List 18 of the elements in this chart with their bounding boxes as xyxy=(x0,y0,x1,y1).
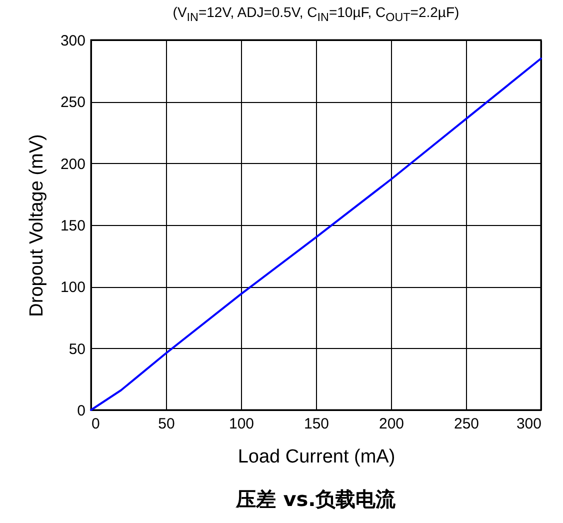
y-tick-label: 50 xyxy=(68,340,86,358)
x-tick-label: 0 xyxy=(92,416,100,432)
x-tick-label: 200 xyxy=(378,416,404,432)
x-tick-label: 50 xyxy=(158,416,175,432)
chart-subtitle: (V$_{IN}$=12V, ADJ=0.5V, C$_{IN}$=10µF, C$_{OUT}$=2.2µF) xyxy=(172,4,460,24)
x-tick-label: 100 xyxy=(228,416,254,432)
y-tick-label: 250 xyxy=(60,94,86,112)
y-axis-title: Dropout Voltage (mV) xyxy=(26,134,48,317)
y-tick-label: 0 xyxy=(77,402,86,420)
x-axis-title: Load Current (mA) xyxy=(238,446,396,468)
x-tick-label: 150 xyxy=(304,416,330,432)
text: 压差 vs.负载电流 xyxy=(234,486,397,513)
y-tick-label: 150 xyxy=(60,218,86,234)
y-tick-label: 300 xyxy=(60,32,86,50)
y-tick-label: 100 xyxy=(60,279,86,296)
x-tick-label: 300 xyxy=(516,416,542,432)
y-tick-label: 200 xyxy=(60,156,86,173)
x-tick-label: 250 xyxy=(454,416,480,432)
